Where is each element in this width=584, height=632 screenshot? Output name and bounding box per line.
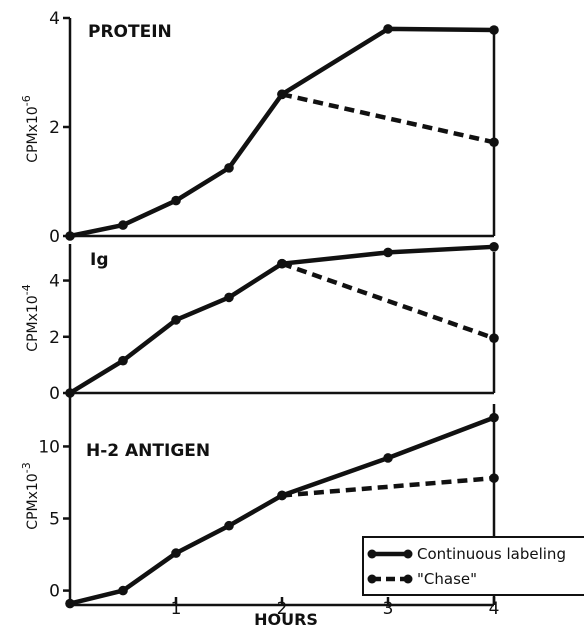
legend: Continuous labeling "Chase" — [362, 536, 584, 596]
y-tick-label: 2 — [49, 328, 60, 348]
x-axis-label: HOURS — [254, 610, 318, 629]
continuous-data-point — [65, 598, 75, 609]
continuous-data-point — [171, 315, 181, 325]
continuous-data-point — [383, 24, 393, 34]
y-axis-label: CPMx10-3 — [20, 462, 41, 529]
y-tick-label: 2 — [49, 118, 60, 138]
legend-solid-marker-right — [403, 549, 413, 559]
y-axis-label-exponent: -6 — [20, 95, 33, 106]
chase-series-line — [281, 475, 495, 498]
y-axis-label-main: CPMx10 — [25, 473, 41, 529]
panel-0: 0 2 4 PROTEIN CPMx10-6 — [20, 9, 499, 247]
continuous-data-point — [171, 195, 181, 206]
continuous-data-point — [224, 520, 234, 531]
panel-title: H-2 ANTIGEN — [86, 441, 210, 461]
chase-series-line — [281, 261, 495, 341]
panel-title: PROTEIN — [88, 22, 172, 42]
y-axis-label-main: CPMx10 — [25, 295, 41, 351]
legend-label-chase: "Chase" — [417, 570, 477, 588]
chase-data-point — [277, 258, 287, 269]
legend-box — [362, 536, 584, 596]
chase-series-line — [281, 92, 495, 145]
x-tick-label: 3 — [383, 599, 394, 619]
continuous-series-line — [68, 244, 495, 395]
continuous-data-point — [489, 242, 499, 252]
y-tick-label: 4 — [49, 9, 60, 29]
y-tick-label: 0 — [49, 582, 60, 602]
x-tick-label: 1 — [171, 599, 182, 619]
y-axis-label-exponent: -3 — [20, 462, 33, 473]
y-tick-label: 0 — [49, 384, 60, 404]
chase-data-point — [277, 89, 287, 100]
y-tick-label: 4 — [49, 272, 60, 292]
y-axis-label: CPMx10-6 — [20, 95, 41, 162]
y-axis-label-main: CPMx10 — [25, 106, 41, 162]
continuous-data-point — [383, 247, 393, 258]
continuous-data-point — [118, 355, 128, 366]
y-tick-label: 10 — [38, 437, 60, 457]
chase-data-point — [277, 490, 287, 501]
continuous-data-point — [118, 585, 128, 596]
continuous-data-point — [383, 453, 393, 463]
y-tick-label: 5 — [49, 510, 60, 530]
legend-solid-marker-left — [367, 549, 377, 559]
legend-label-continuous: Continuous labeling — [417, 545, 566, 563]
continuous-data-point — [224, 163, 234, 173]
x-tick-label: 2 — [277, 599, 288, 619]
legend-dashed-marker-right — [403, 574, 413, 584]
continuous-data-point — [171, 548, 181, 558]
continuous-data-point — [224, 292, 234, 303]
y-tick-label: 0 — [49, 227, 60, 247]
legend-dashed-marker-left — [367, 574, 377, 584]
y-axis-label: CPMx10-4 — [20, 284, 41, 351]
continuous-series-line — [69, 26, 495, 239]
x-tick-label: 4 — [489, 599, 500, 619]
y-axis-label-exponent: -4 — [20, 284, 33, 295]
panel-title: Ig — [90, 250, 109, 270]
panel-2: 0 5 10 H-2 ANTIGEN CPMx10-3 — [20, 396, 499, 609]
panel-1: 0 2 4 Ig CPMx10-4 — [20, 242, 499, 404]
continuous-data-point — [118, 220, 128, 230]
